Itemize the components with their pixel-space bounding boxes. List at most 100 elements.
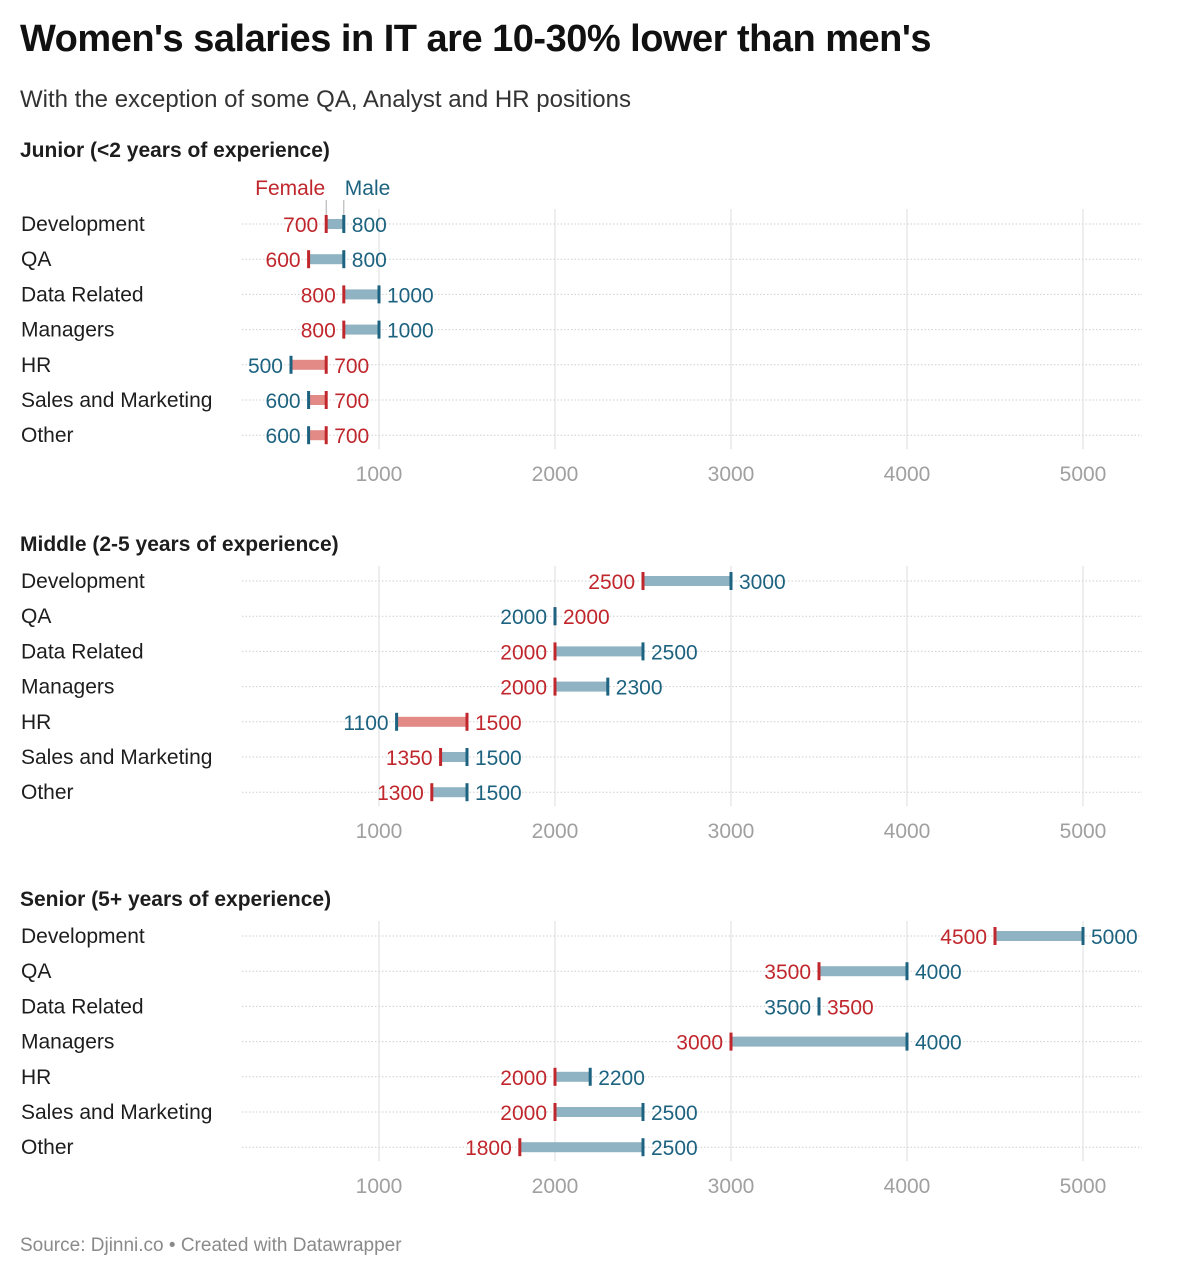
legend-female: Female bbox=[255, 177, 325, 200]
range-bar bbox=[519, 1142, 643, 1153]
male-marker bbox=[377, 320, 381, 339]
female-marker bbox=[817, 962, 821, 981]
range-bar bbox=[995, 931, 1083, 941]
category-label: Development bbox=[21, 213, 145, 236]
female-marker bbox=[553, 1067, 557, 1086]
panel-title-middle: Middle (2-5 years of experience) bbox=[20, 533, 339, 556]
value-label-right: 700 bbox=[334, 355, 369, 378]
female-marker bbox=[324, 215, 328, 233]
value-label-right: 2300 bbox=[616, 677, 663, 700]
value-label-left: 700 bbox=[283, 214, 318, 237]
male-marker bbox=[606, 677, 610, 696]
category-label: Development bbox=[21, 570, 145, 593]
value-label-left: 1350 bbox=[386, 747, 433, 770]
male-marker bbox=[342, 250, 346, 269]
range-bar bbox=[731, 1036, 907, 1047]
value-label-right: 1500 bbox=[475, 782, 522, 805]
value-label-left: 2000 bbox=[500, 677, 547, 700]
range-bar bbox=[555, 1071, 591, 1082]
value-label-left: 600 bbox=[266, 249, 301, 272]
x-tick-label: 2000 bbox=[532, 1175, 579, 1198]
value-label-left: 2000 bbox=[500, 1067, 547, 1090]
male-marker bbox=[905, 1032, 909, 1051]
female-marker bbox=[993, 927, 997, 945]
male-marker bbox=[553, 607, 557, 626]
value-label-left: 2000 bbox=[500, 606, 547, 629]
value-label-right: 700 bbox=[334, 390, 369, 413]
legend-male: Male bbox=[345, 177, 391, 200]
female-marker bbox=[324, 391, 328, 409]
category-label: QA bbox=[21, 605, 51, 628]
category-label: Sales and Marketing bbox=[21, 746, 212, 769]
x-tick-label: 3000 bbox=[708, 820, 755, 843]
range-bar bbox=[308, 430, 327, 441]
category-label: Other bbox=[21, 781, 74, 804]
male-marker bbox=[817, 997, 821, 1016]
category-label: Managers bbox=[21, 319, 114, 342]
value-label-left: 1100 bbox=[343, 712, 388, 735]
value-label-right: 1000 bbox=[387, 320, 434, 343]
x-tick-label: 5000 bbox=[1060, 1175, 1107, 1198]
female-marker bbox=[729, 1032, 733, 1051]
male-marker bbox=[289, 355, 293, 374]
female-marker bbox=[342, 320, 346, 339]
category-label: HR bbox=[21, 711, 51, 734]
male-marker bbox=[307, 391, 311, 409]
category-label: Managers bbox=[21, 1031, 114, 1054]
category-label: Data Related bbox=[21, 283, 144, 306]
female-marker bbox=[465, 712, 469, 731]
range-bar bbox=[308, 395, 327, 405]
value-label-left: 3500 bbox=[764, 996, 811, 1019]
female-marker bbox=[342, 285, 346, 304]
female-marker bbox=[324, 426, 328, 445]
female-marker bbox=[518, 1138, 522, 1157]
x-tick-label: 1000 bbox=[356, 1175, 403, 1198]
range-bar bbox=[555, 1107, 643, 1117]
value-label-right: 3000 bbox=[739, 571, 786, 594]
value-label-right: 1500 bbox=[475, 747, 522, 770]
x-tick-label: 2000 bbox=[532, 463, 579, 486]
value-label-right: 2200 bbox=[598, 1067, 645, 1090]
category-label: Managers bbox=[21, 676, 114, 699]
category-label: Data Related bbox=[21, 640, 144, 663]
range-bar bbox=[396, 716, 467, 727]
value-label-right: 2500 bbox=[651, 1137, 698, 1160]
value-label-left: 2000 bbox=[500, 641, 547, 664]
range-bar bbox=[308, 254, 344, 265]
range-bar bbox=[643, 576, 731, 586]
value-label-right: 700 bbox=[334, 425, 369, 448]
value-label-left: 2500 bbox=[588, 571, 635, 594]
male-marker bbox=[307, 426, 311, 445]
range-bar bbox=[343, 324, 379, 335]
range-bar bbox=[555, 681, 608, 692]
value-label-left: 500 bbox=[248, 355, 283, 378]
value-label-left: 600 bbox=[266, 425, 301, 448]
value-label-right: 800 bbox=[352, 249, 387, 272]
range-bar bbox=[555, 646, 643, 657]
value-label-left: 1300 bbox=[377, 782, 424, 805]
range-bar bbox=[343, 289, 379, 300]
value-label-right: 4000 bbox=[915, 961, 962, 984]
value-label-right: 2500 bbox=[651, 1102, 698, 1125]
category-label: HR bbox=[21, 1066, 51, 1089]
range-bar bbox=[440, 752, 467, 762]
value-label-left: 3000 bbox=[676, 1032, 723, 1055]
category-label: Data Related bbox=[21, 995, 144, 1018]
female-marker bbox=[553, 677, 557, 696]
value-label-right: 2000 bbox=[563, 606, 610, 629]
x-tick-label: 5000 bbox=[1060, 820, 1107, 843]
category-label: Other bbox=[21, 1136, 74, 1159]
value-label-left: 1800 bbox=[465, 1137, 512, 1160]
female-marker bbox=[553, 642, 557, 661]
x-tick-label: 1000 bbox=[356, 463, 403, 486]
male-marker bbox=[1081, 927, 1085, 945]
female-marker bbox=[641, 572, 645, 590]
range-bar bbox=[819, 966, 907, 977]
x-tick-label: 2000 bbox=[532, 820, 579, 843]
male-marker bbox=[641, 1138, 645, 1157]
x-tick-label: 4000 bbox=[884, 463, 931, 486]
male-marker bbox=[905, 962, 909, 981]
panel-middle-chart: Development 2500 3000 QA 2000 2000 Data Relate… bbox=[21, 566, 1142, 843]
category-label: Sales and Marketing bbox=[21, 389, 212, 412]
male-marker bbox=[729, 572, 733, 590]
